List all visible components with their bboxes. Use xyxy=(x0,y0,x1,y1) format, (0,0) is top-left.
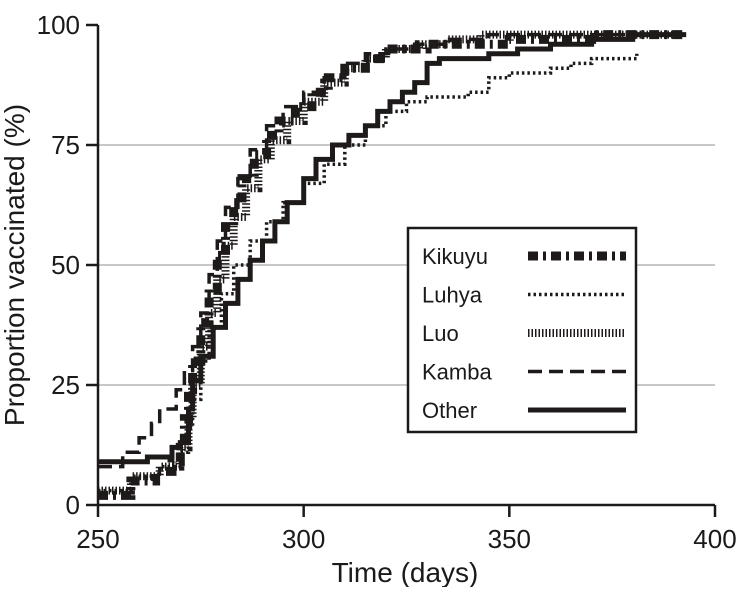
x-tick-label-250: 250 xyxy=(76,524,119,554)
legend-label-other: Other xyxy=(422,398,477,423)
series-lines xyxy=(98,30,687,500)
x-tick-label-400: 400 xyxy=(693,524,736,554)
legend: Kikuyu Luhya Luo Kamba Other xyxy=(406,226,638,434)
axes: 0 25 50 75 100 250 300 350 400 xyxy=(37,10,737,554)
y-tick-label-50: 50 xyxy=(51,250,80,280)
y-tick-label-25: 25 xyxy=(51,370,80,400)
x-tick-label-350: 350 xyxy=(488,524,531,554)
y-tick-label-100: 100 xyxy=(37,10,80,40)
legend-label-luo: Luo xyxy=(422,321,459,346)
series-line-luhya xyxy=(98,53,639,493)
legend-label-kikuyu: Kikuyu xyxy=(422,244,488,269)
legend-label-kamba: Kamba xyxy=(422,360,492,385)
y-tick-label-75: 75 xyxy=(51,130,80,160)
x-tick-label-300: 300 xyxy=(282,524,325,554)
series-line-other xyxy=(98,32,687,465)
legend-label-luhya: Luhya xyxy=(422,283,483,308)
y-axis-title: Proportion vaccinated (%) xyxy=(0,104,30,426)
x-axis-title: Time (days) xyxy=(332,557,479,587)
y-tick-label-0: 0 xyxy=(66,490,80,520)
